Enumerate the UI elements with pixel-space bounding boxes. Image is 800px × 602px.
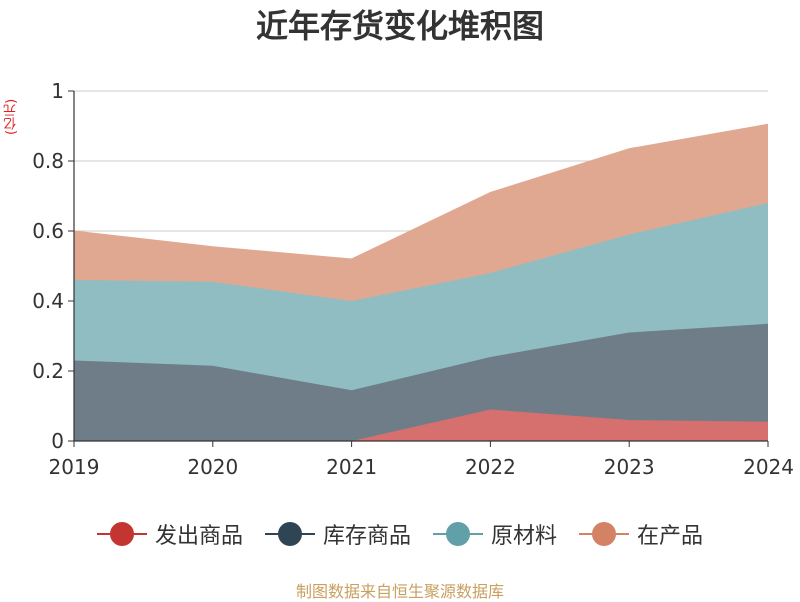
y-tick-label-2: 0.4 xyxy=(32,289,64,313)
legend-swatch-0 xyxy=(96,519,147,549)
chart-title: 近年存货变化堆积图 xyxy=(255,7,544,45)
x-tick-label-0: 2019 xyxy=(49,455,100,479)
y-tick-label-4: 0.8 xyxy=(32,149,64,173)
legend-item-3[interactable]: 在产品 xyxy=(579,518,703,550)
legend-item-2[interactable]: 原材料 xyxy=(433,518,557,550)
axes xyxy=(68,90,769,447)
data-source-note: 制图数据来自恒生聚源数据库 xyxy=(295,582,504,601)
legend: 发出商品 库存商品 原材料 在产品 xyxy=(0,516,800,552)
y-tick-label-3: 0.6 xyxy=(32,219,64,243)
legend-swatch-2 xyxy=(433,519,483,549)
area-edge-3 xyxy=(73,123,769,260)
y-tick-label-1: 0.2 xyxy=(32,359,64,383)
y-tick-label-5: 1 xyxy=(51,79,64,103)
x-tick-labels: 2019 2020 2021 2022 2023 2024 xyxy=(49,455,794,479)
legend-label-0: 发出商品 xyxy=(154,524,243,549)
x-tick-label-4: 2023 xyxy=(604,455,655,479)
area-3 xyxy=(74,124,768,301)
legend-item-1[interactable]: 库存商品 xyxy=(264,518,411,550)
x-tick-label-5: 2024 xyxy=(743,455,794,479)
x-tick-label-1: 2020 xyxy=(187,455,238,479)
legend-label-2: 原材料 xyxy=(491,524,558,549)
legend-label-1: 库存商品 xyxy=(322,524,411,549)
area-1 xyxy=(74,323,768,441)
y-tick-labels: 0 0.2 0.4 0.6 0.8 1 xyxy=(32,79,64,453)
x-tick-label-3: 2022 xyxy=(465,455,516,479)
area-series xyxy=(73,123,769,442)
legend-item-0[interactable]: 发出商品 xyxy=(96,518,243,550)
legend-label-3: 在产品 xyxy=(637,524,704,549)
x-tick-label-2: 2021 xyxy=(326,455,377,479)
legend-swatch-1 xyxy=(264,519,315,549)
area-2 xyxy=(74,203,768,391)
legend-swatch-3 xyxy=(579,519,630,549)
y-tick-label-0: 0 xyxy=(51,429,64,453)
